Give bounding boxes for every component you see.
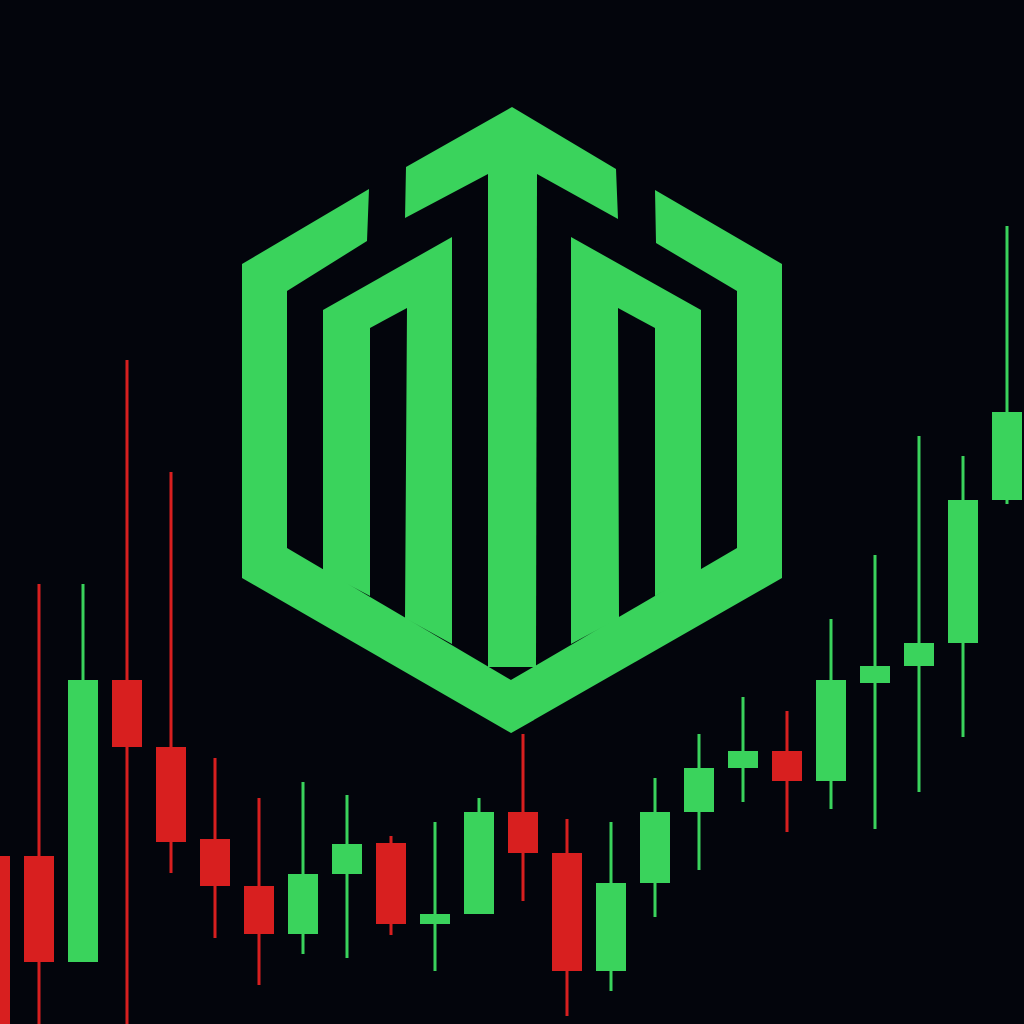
logo-center-tower (488, 174, 537, 667)
logo-roof (405, 107, 618, 219)
candle (0, 856, 10, 1024)
candle-body (860, 666, 890, 683)
candle-wick (345, 795, 349, 958)
candle (332, 795, 362, 958)
candle-body (156, 747, 186, 842)
candle-body (200, 839, 230, 886)
candle-body (24, 856, 54, 962)
candle (640, 778, 670, 917)
logo-right-building (571, 237, 701, 644)
candle (552, 819, 582, 1016)
candle-body (464, 812, 494, 914)
candle-wick (433, 822, 437, 971)
candle (728, 697, 758, 802)
candle-wick (1005, 226, 1009, 504)
candle-body (288, 874, 318, 934)
candle-body (552, 853, 582, 971)
candle (816, 619, 846, 809)
candle-body (112, 680, 142, 747)
candle-body (376, 843, 406, 924)
candle-body (992, 412, 1022, 500)
candle-body (684, 768, 714, 812)
candle (772, 711, 802, 832)
candle-body (948, 500, 978, 643)
candle (200, 758, 230, 938)
candle-wick (917, 436, 921, 792)
candle (684, 734, 714, 870)
candle-wick (37, 584, 41, 1024)
candle-body (508, 812, 538, 853)
candle-body (728, 751, 758, 768)
candle-wick (741, 697, 745, 802)
candle (24, 584, 54, 1024)
candle (596, 822, 626, 991)
candle (288, 782, 318, 954)
candle (948, 456, 978, 737)
candle-body (640, 812, 670, 883)
logo-shape (242, 107, 782, 733)
candle (112, 360, 142, 1024)
candle (376, 836, 406, 935)
candle (992, 226, 1022, 504)
candle-body (68, 680, 98, 962)
candle-wick (169, 472, 173, 873)
candle-body (420, 914, 450, 924)
candle (68, 584, 98, 962)
candle (860, 555, 890, 829)
candle (508, 734, 538, 901)
candle-body (816, 680, 846, 781)
candle (464, 798, 494, 914)
candle-body (904, 643, 934, 666)
logo-right-frame (511, 190, 782, 733)
candle (904, 436, 934, 792)
candle-body (0, 856, 10, 1024)
candle-body (772, 751, 802, 781)
candle-body (596, 883, 626, 971)
candle (244, 798, 274, 985)
candle-body (244, 886, 274, 934)
logo-left-building (323, 237, 452, 644)
candle-body (332, 844, 362, 874)
candle (156, 472, 186, 873)
candle-wick (301, 782, 305, 954)
candle-wick (873, 555, 877, 829)
logo-left-frame (242, 189, 534, 733)
candle (420, 822, 450, 971)
